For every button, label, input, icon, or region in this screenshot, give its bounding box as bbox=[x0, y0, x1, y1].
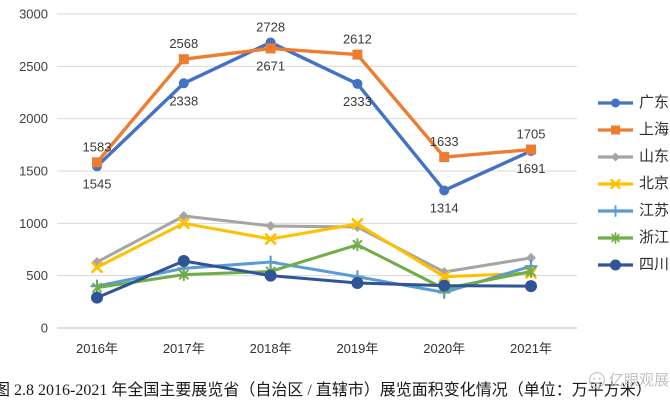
marker-shandong bbox=[611, 152, 620, 161]
y-axis-tick-label: 2000 bbox=[19, 111, 48, 126]
marker-shandong bbox=[526, 252, 536, 263]
marker-sichuan bbox=[91, 291, 103, 304]
series-line-beijing bbox=[95, 221, 533, 279]
marker-beijing bbox=[610, 178, 621, 189]
legend-marker-icon bbox=[598, 98, 633, 107]
watermark-text: 亿眼观展 bbox=[608, 372, 669, 389]
marker-shanghai bbox=[439, 152, 450, 163]
marker-sichuan bbox=[177, 255, 190, 268]
marker-zhejiang bbox=[611, 231, 620, 244]
marker-shanghai bbox=[526, 144, 536, 155]
legend-label: 山东 bbox=[639, 148, 670, 165]
data-label-guangdong: 1691 bbox=[517, 161, 546, 176]
legend-marker-icon bbox=[598, 204, 633, 217]
marker-sichuan bbox=[264, 269, 277, 282]
legend-item-sichuan: 四川 bbox=[597, 251, 669, 278]
legend-label: 上海 bbox=[639, 121, 670, 138]
watermark: 亿眼观展 bbox=[588, 369, 669, 390]
series-line-guangdong bbox=[95, 40, 533, 193]
legend-label: 四川 bbox=[639, 256, 670, 273]
x-axis-tick-label: 2017年 bbox=[163, 341, 205, 356]
data-label-shanghai: 1705 bbox=[517, 127, 546, 142]
legend-label: 江苏 bbox=[639, 202, 670, 219]
data-label-guangdong: 2728 bbox=[256, 19, 285, 34]
chart-legend: 广东上海山东北京江苏浙江四川 bbox=[597, 89, 669, 278]
y-axis-tick-label: 2500 bbox=[19, 59, 48, 74]
data-label-shanghai: 2568 bbox=[169, 36, 198, 51]
series-line-sichuan bbox=[95, 259, 533, 300]
marker-zhejiang bbox=[92, 281, 102, 295]
marker-jiangsu bbox=[609, 204, 622, 217]
series-line-shanghai bbox=[95, 46, 533, 165]
chart-caption: 图 2.8 2016-2021 年全国主要展览省（自治区 / 直辖市）展览面积变… bbox=[0, 382, 652, 399]
marker-shanghai bbox=[178, 54, 189, 65]
data-label-guangdong: 2338 bbox=[169, 93, 198, 108]
legend-marker-icon bbox=[598, 178, 633, 189]
data-label-guangdong: 1545 bbox=[83, 176, 112, 191]
data-label-shanghai: 1633 bbox=[430, 134, 459, 149]
marker-shanghai bbox=[611, 125, 620, 134]
marker-sichuan bbox=[525, 280, 537, 293]
marker-guangdong bbox=[439, 185, 450, 196]
marker-sichuan bbox=[351, 276, 364, 289]
series-line-jiangsu bbox=[95, 260, 533, 294]
legend-item-shanghai: 上海 bbox=[597, 116, 669, 143]
marker-shandong bbox=[178, 211, 189, 222]
legend-label: 浙江 bbox=[639, 229, 670, 246]
exhibition-area-line-chart: 0 500 1000 1500 2000 2500 3000 2016年 2017年 2018年 2… bbox=[19, 7, 577, 356]
marker-beijing bbox=[91, 261, 103, 274]
marker-beijing bbox=[264, 233, 277, 245]
data-label-guangdong: 1314 bbox=[430, 200, 459, 215]
data-label-shanghai: 2671 bbox=[256, 58, 285, 73]
x-axis-tick-label: 2018年 bbox=[250, 341, 292, 356]
marker-zhejiang bbox=[526, 264, 536, 278]
marker-beijing bbox=[351, 218, 364, 230]
data-label-shanghai: 2612 bbox=[343, 32, 372, 47]
watermark-logo-icon bbox=[588, 371, 606, 388]
legend-marker-icon bbox=[598, 231, 633, 244]
legend-marker-icon bbox=[598, 125, 633, 134]
series-line-zhejiang bbox=[95, 243, 533, 291]
y-axis-tick-label: 1000 bbox=[19, 216, 48, 231]
data-label-guangdong: 2333 bbox=[343, 94, 372, 109]
marker-zhejiang bbox=[178, 268, 189, 282]
legend-marker-icon bbox=[598, 259, 633, 270]
legend-item-jiangsu: 江苏 bbox=[597, 197, 669, 224]
marker-shanghai bbox=[265, 43, 276, 54]
legend-item-shandong: 山东 bbox=[597, 143, 669, 170]
marker-shandong bbox=[265, 220, 276, 231]
legend-item-guangdong: 广东 bbox=[597, 89, 669, 116]
x-axis-tick-label: 2021年 bbox=[510, 341, 552, 356]
marker-guangdong bbox=[352, 78, 363, 89]
marker-beijing bbox=[177, 217, 190, 230]
y-axis-tick-label: 3000 bbox=[19, 7, 48, 22]
y-axis-tick-label: 0 bbox=[41, 321, 48, 336]
marker-zhejiang bbox=[352, 238, 363, 252]
y-axis-tick-label: 1500 bbox=[19, 164, 48, 179]
marker-shanghai bbox=[92, 157, 102, 168]
marker-beijing bbox=[438, 270, 451, 283]
x-axis-tick-label: 2016年 bbox=[76, 341, 118, 356]
legend-item-beijing: 北京 bbox=[597, 170, 669, 197]
legend-label: 北京 bbox=[639, 175, 670, 192]
x-axis-tick-label: 2019年 bbox=[336, 341, 378, 356]
legend-marker-icon bbox=[598, 152, 633, 161]
legend-item-zhejiang: 浙江 bbox=[597, 224, 669, 251]
marker-sichuan bbox=[610, 259, 621, 270]
y-axis-tick-label: 500 bbox=[26, 268, 48, 283]
series-line-shandong bbox=[95, 214, 533, 274]
legend-label: 广东 bbox=[639, 94, 670, 111]
marker-shanghai bbox=[352, 49, 363, 60]
marker-guangdong bbox=[178, 78, 189, 89]
data-label-shanghai: 1583 bbox=[83, 139, 112, 154]
marker-guangdong bbox=[611, 98, 620, 107]
x-axis-tick-label: 2020年 bbox=[423, 341, 465, 356]
marker-sichuan bbox=[438, 279, 451, 292]
